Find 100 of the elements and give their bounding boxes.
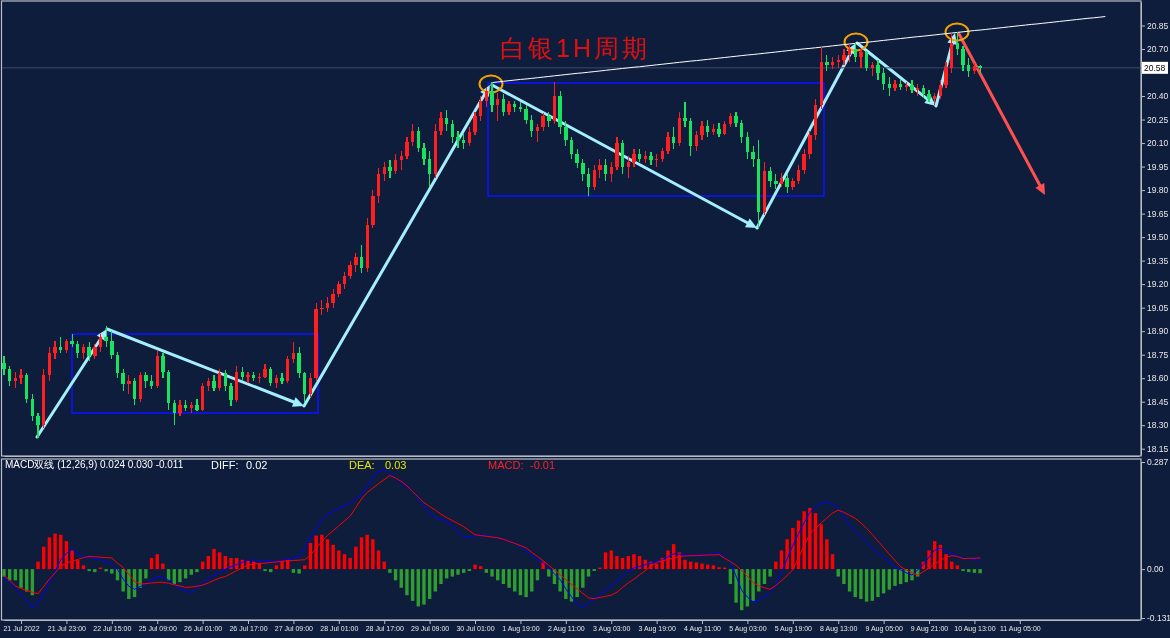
candlestick (405, 136, 409, 160)
bar (632, 554, 636, 570)
candlestick (978, 64, 982, 74)
bar (547, 569, 551, 577)
bar (104, 569, 108, 572)
y-tick-label: 20.10 (1147, 138, 1169, 149)
bar (354, 546, 358, 570)
candlestick (501, 93, 506, 118)
candlestick (859, 48, 863, 69)
candlestick (2, 355, 6, 376)
bar (530, 569, 534, 592)
bar (439, 569, 443, 585)
bar (802, 511, 806, 570)
bar (609, 550, 613, 570)
candlestick (70, 333, 74, 348)
bar (666, 550, 670, 570)
bar (53, 533, 57, 570)
candlestick (138, 371, 142, 403)
candlestick (484, 86, 489, 108)
bar (19, 569, 23, 588)
y-tick-label: 0.00 (1147, 564, 1164, 575)
bar (348, 557, 352, 570)
candlestick (785, 173, 789, 194)
candlestick (683, 101, 687, 128)
bar (331, 544, 335, 570)
candlestick (768, 165, 772, 188)
y-tick-label: 19.20 (1147, 279, 1169, 290)
candlestick (808, 129, 812, 160)
y-tick-label: 18.45 (1147, 396, 1169, 407)
bar (461, 569, 466, 573)
candlestick (620, 139, 625, 176)
candlestick (200, 382, 205, 412)
y-tick-label: 20.25 (1147, 114, 1169, 125)
bar (93, 569, 97, 573)
ref-line-label: 20.58 (1144, 62, 1166, 73)
candlestick (127, 374, 131, 395)
y-tick-label: 19.80 (1147, 185, 1169, 196)
bar (110, 569, 114, 574)
y-tick-label: 19.35 (1147, 255, 1169, 266)
candlestick (632, 148, 636, 168)
y-tick-label: 19.95 (1147, 161, 1169, 172)
bar (314, 535, 318, 570)
bar (36, 561, 40, 570)
bar (246, 560, 250, 570)
bar (371, 539, 375, 570)
y-tick-label: 20.70 (1147, 44, 1169, 55)
bar (388, 569, 392, 573)
annotation: 0.03 (385, 459, 407, 471)
bar (944, 554, 948, 570)
candlestick (615, 136, 619, 171)
bar (967, 569, 971, 573)
candlestick (700, 120, 704, 141)
candlestick (223, 369, 228, 392)
bar (456, 569, 460, 575)
chart-title: MACD双线 (12,26,9) 0.024 0.030 -0.011 (5, 459, 184, 470)
candlestick (331, 288, 335, 309)
bar (978, 569, 982, 574)
candlestick (132, 377, 137, 406)
candlestick (308, 372, 313, 398)
annotation: DIFF: (211, 459, 239, 471)
candlestick (575, 148, 579, 169)
candlestick (876, 59, 880, 81)
bar (297, 569, 301, 574)
bar (473, 564, 477, 570)
bar (859, 569, 863, 599)
candlestick (36, 412, 40, 439)
candlestick (53, 339, 57, 360)
bar (575, 569, 579, 598)
bar (700, 563, 704, 570)
candlestick (598, 158, 602, 179)
candlestick (110, 330, 114, 360)
bar (280, 561, 284, 570)
bar (864, 569, 869, 602)
bar (274, 565, 279, 570)
bar (479, 566, 483, 570)
candlestick (104, 325, 108, 348)
candlestick (864, 49, 869, 72)
bar (144, 569, 148, 579)
bar (161, 563, 165, 570)
bar (399, 569, 403, 588)
candlestick (348, 260, 352, 281)
candlestick (524, 104, 528, 125)
bar (507, 569, 511, 588)
bar (972, 569, 977, 573)
candlestick (825, 54, 829, 72)
candlestick (649, 151, 653, 166)
candlestick (388, 159, 392, 179)
y-tick-label: 18.30 (1147, 420, 1169, 431)
bar (842, 569, 846, 585)
bar (955, 565, 960, 570)
bar (303, 565, 307, 570)
candlestick (212, 374, 216, 392)
bar (893, 569, 897, 586)
bar (337, 550, 341, 570)
bar (405, 569, 409, 596)
y-tick-label: 18.60 (1147, 373, 1169, 384)
candlestick (581, 158, 585, 182)
bar (422, 569, 426, 605)
candlestick (564, 120, 568, 147)
candlestick (893, 79, 897, 92)
